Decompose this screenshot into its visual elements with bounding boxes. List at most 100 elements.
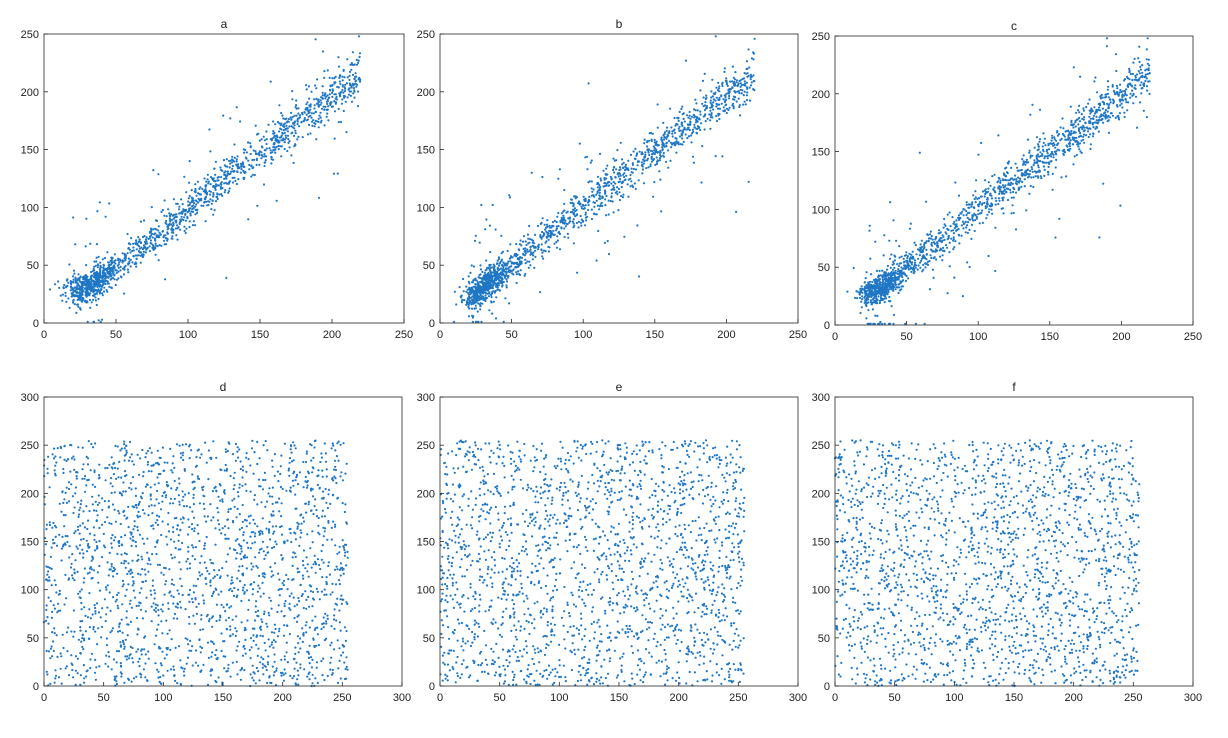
scatter-point	[869, 301, 873, 304]
scatter-point	[224, 170, 227, 173]
scatter-point	[722, 98, 725, 101]
scatter-point	[864, 277, 867, 280]
scatter-point	[745, 72, 748, 75]
scatter-point	[321, 97, 324, 100]
scatter-point	[943, 217, 946, 221]
scatter-point	[107, 261, 110, 264]
scatter-point	[1137, 79, 1140, 82]
scatter-point	[287, 120, 290, 123]
scatter-point	[193, 202, 196, 205]
scatter-point	[290, 460, 294, 463]
scatter-point	[864, 298, 867, 301]
scatter-point	[530, 171, 533, 174]
scatter-point	[478, 286, 481, 289]
scatter-point	[106, 251, 109, 254]
scatter-point	[970, 223, 974, 226]
scatter-point	[194, 661, 197, 664]
scatter-point	[273, 134, 276, 137]
scatter-point	[319, 103, 322, 106]
scatter-point	[1088, 120, 1091, 123]
scatter-point	[1091, 109, 1094, 112]
scatter-point	[692, 161, 695, 164]
scatter-point	[189, 201, 192, 204]
scatter-point	[96, 210, 99, 213]
scatter-point	[491, 266, 494, 269]
scatter-point	[101, 294, 104, 297]
x-tick-label: 200	[1112, 331, 1130, 343]
scatter-point	[904, 279, 908, 282]
scatter-point	[560, 227, 563, 230]
scatter-point	[333, 648, 336, 651]
scatter-point	[598, 152, 602, 155]
scatter-point	[493, 272, 496, 275]
scatter-point	[312, 98, 316, 101]
scatter-point	[524, 240, 527, 243]
scatter-point	[80, 299, 83, 302]
scatter-point	[1052, 156, 1055, 159]
scatter-point	[314, 119, 317, 122]
scatter-point	[219, 168, 223, 171]
scatter-point	[632, 150, 635, 153]
scatter-point	[1142, 84, 1146, 88]
scatter-point	[923, 241, 926, 245]
y-tick-label: 250	[417, 29, 435, 41]
scatter-point	[305, 103, 308, 106]
scatter-point	[723, 70, 726, 73]
scatter-point	[1038, 170, 1042, 173]
scatter-point	[651, 153, 654, 156]
scatter-point	[605, 167, 608, 170]
scatter-point	[209, 150, 212, 153]
scatter-point	[908, 260, 911, 263]
scatter-point	[74, 289, 77, 292]
scatter-point	[1083, 141, 1086, 144]
scatter-point	[294, 106, 297, 109]
scatter-point	[290, 154, 293, 157]
scatter-point	[118, 261, 121, 264]
scatter-point	[610, 192, 613, 195]
scatter-point	[306, 101, 309, 104]
scatter-point	[885, 291, 888, 294]
scatter-point	[627, 168, 630, 171]
scatter-point	[667, 149, 670, 152]
scatter-point	[87, 293, 90, 296]
scatter-point	[245, 151, 248, 154]
scatter-point	[263, 139, 267, 142]
scatter-point	[1146, 72, 1149, 76]
scatter-point	[500, 280, 503, 283]
scatter-point	[618, 177, 622, 181]
scatter-point	[1042, 141, 1045, 144]
scatter-point	[1111, 85, 1114, 88]
scatter-point	[917, 264, 920, 267]
scatter-point	[1002, 212, 1005, 215]
scatter-point	[977, 205, 980, 208]
scatter-point	[1071, 136, 1074, 139]
scatter-point	[279, 145, 282, 148]
scatter-point	[869, 289, 872, 292]
scatter-point	[887, 276, 890, 279]
scatter-point	[154, 242, 157, 245]
scatter-point	[293, 124, 296, 127]
scatter-point	[878, 299, 882, 302]
scatter-point	[1097, 130, 1100, 133]
scatter-point	[880, 291, 883, 294]
scatter-point	[317, 117, 320, 120]
scatter-point	[169, 538, 173, 541]
scatter-point	[973, 198, 976, 201]
scatter-point	[532, 251, 535, 254]
scatter-point	[583, 224, 587, 227]
scatter-point	[343, 90, 347, 93]
scatter-point	[930, 256, 933, 260]
scatter-point	[900, 285, 903, 288]
scatter-point	[176, 202, 179, 205]
scatter-point	[1097, 119, 1100, 122]
scatter-point	[334, 75, 337, 78]
scatter-point	[468, 307, 471, 310]
scatter-point	[966, 261, 969, 264]
scatter-point	[932, 257, 935, 260]
scatter-point	[1089, 143, 1092, 146]
scatter-point	[229, 172, 232, 175]
scatter-point	[980, 141, 983, 145]
scatter-point	[997, 197, 1001, 200]
scatter-point	[504, 264, 507, 267]
scatter-point	[1000, 186, 1003, 189]
